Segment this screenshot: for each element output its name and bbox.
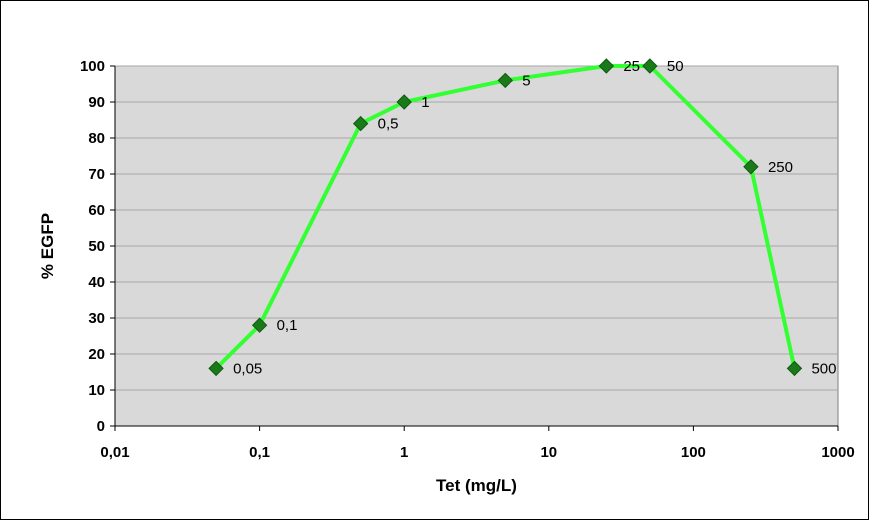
x-tick-label-0,01: 0,01 [100, 444, 129, 461]
x-tick-labels: 0,01 0,1 1 10 100 1000 [100, 444, 854, 461]
y-tick-label-50: 50 [88, 238, 105, 255]
data-label-250: 250 [768, 159, 793, 176]
x-tick-label-100: 100 [681, 444, 706, 461]
y-tick-label-20: 20 [88, 346, 105, 363]
data-label-25: 25 [623, 58, 640, 75]
data-label-5: 5 [522, 72, 530, 89]
data-point-25 [598, 58, 615, 74]
data-point-50 [642, 58, 658, 74]
gridlines [115, 65, 838, 391]
y-tick-label-100: 100 [80, 58, 105, 75]
data-point-1 [396, 94, 412, 110]
y-tick-labels: 0 10 20 30 40 50 60 70 80 90 100 [80, 58, 105, 435]
x-tick-label-10: 10 [540, 444, 557, 461]
y-tick-label-40: 40 [88, 274, 105, 291]
y-tick-label-10: 10 [88, 382, 105, 399]
data-point-500 [786, 360, 803, 377]
y-tick-label-60: 60 [88, 202, 105, 219]
x-tick-label-0,1: 0,1 [249, 444, 270, 461]
data-label-0,05: 0,05 [233, 360, 262, 377]
data-label-1: 1 [421, 94, 429, 111]
data-label-0,5: 0,5 [378, 116, 399, 133]
axes [110, 65, 839, 431]
y-tick-label-30: 30 [88, 310, 105, 327]
data-point-0,1 [251, 317, 268, 333]
data-labels: 0,05 0,1 0,5 1 5 25 50 250 500 [233, 58, 836, 377]
data-point-0,05 [208, 360, 224, 377]
data-point-0,5 [352, 115, 369, 132]
x-tick-label-1: 1 [400, 444, 408, 461]
data-point-250 [743, 159, 759, 175]
y-axis-title: % EGFP [38, 213, 57, 279]
data-label-500: 500 [811, 360, 836, 377]
y-tick-label-70: 70 [88, 166, 105, 183]
y-tick-label-80: 80 [88, 130, 105, 147]
data-label-0,1: 0,1 [277, 317, 298, 334]
y-tick-label-90: 90 [88, 94, 105, 111]
data-markers [208, 58, 803, 377]
x-tick-label-1000: 1000 [821, 444, 854, 461]
data-point-5 [497, 72, 513, 89]
data-label-50: 50 [667, 58, 684, 75]
y-tick-label-0: 0 [97, 418, 105, 435]
x-axis-title: Tet (mg/L) [436, 476, 517, 495]
